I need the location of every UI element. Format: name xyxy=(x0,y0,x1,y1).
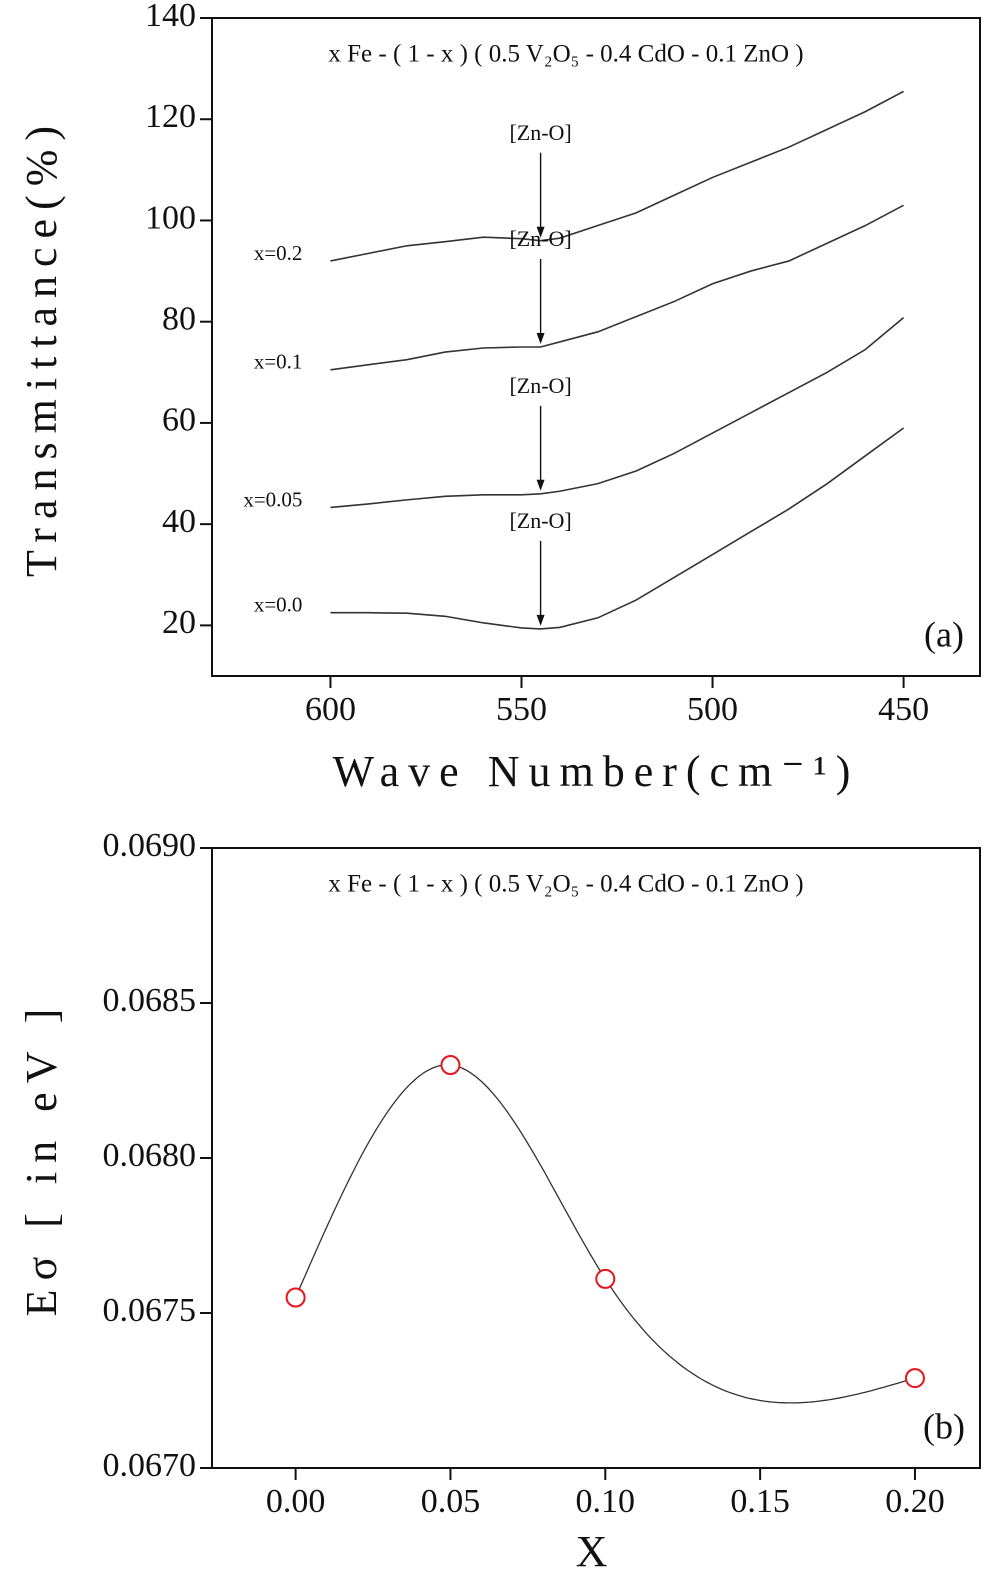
x-tick-label: 0.10 xyxy=(576,1483,636,1520)
plot-frame xyxy=(211,17,981,677)
x-tick-label: 550 xyxy=(496,691,547,728)
y-tick-label: 120 xyxy=(145,98,196,135)
y-tick-label: 40 xyxy=(162,503,196,540)
y-tick-label: 20 xyxy=(162,604,196,641)
y-tick-label: 0.0685 xyxy=(103,982,197,1019)
y-tick-label: 60 xyxy=(162,402,196,439)
x-axis-label: X xyxy=(576,1527,617,1574)
data-point xyxy=(595,1268,616,1289)
arrow-head xyxy=(536,479,545,491)
x-tick-label: 450 xyxy=(878,691,929,728)
series-line xyxy=(330,317,905,509)
annotation: [Zn-O] xyxy=(509,120,571,145)
series-label: x=0.1 xyxy=(254,350,303,374)
plot-frame xyxy=(211,847,981,1469)
y-tick-label: 0.0690 xyxy=(103,827,197,864)
panel: 0.0670 0.0675 0.0680 0.0685 0.0690 0.00 0.05 0.… xyxy=(17,827,981,1574)
series-line xyxy=(330,204,904,371)
panel: 20 40 60 80 100 120 140 600 550 500 450 x Fe - ( 1 … xyxy=(17,0,981,796)
panel-label: (b) xyxy=(923,1406,965,1446)
x-tick-label: 0.05 xyxy=(421,1483,481,1520)
series-label: x=0.0 xyxy=(254,593,303,617)
arrow-head xyxy=(536,333,545,344)
y-tick-label: 100 xyxy=(145,199,196,236)
arrow-head xyxy=(536,226,545,238)
y-tick-label: 0.0680 xyxy=(103,1137,197,1174)
panel-label: (a) xyxy=(924,614,964,654)
y-tick-label: 0.0670 xyxy=(103,1447,197,1484)
y-tick-label: 140 xyxy=(145,0,196,34)
data-point xyxy=(904,1368,925,1389)
x-tick-label: 0.00 xyxy=(266,1483,326,1520)
series-label: x=0.05 xyxy=(243,487,302,511)
x-tick-label: 500 xyxy=(687,691,738,728)
series-line xyxy=(330,90,904,262)
chart-title: x Fe - ( 1 - x ) ( 0.5 V₂O₅ - 0.4 CdO - … xyxy=(328,41,803,68)
x-tick-label: 600 xyxy=(305,691,356,728)
x-axis-label: Wave Number(cm⁻¹) xyxy=(333,747,860,796)
x-tick-label: 0.15 xyxy=(730,1483,790,1520)
annotation: [Zn-O] xyxy=(509,373,571,398)
arrow-head xyxy=(536,614,545,626)
data-point xyxy=(285,1287,306,1308)
fit-curve xyxy=(295,1064,916,1404)
y-axis-label: Eσ [ in eV ] xyxy=(17,1000,66,1317)
data-point xyxy=(440,1055,461,1075)
series-line xyxy=(330,427,905,630)
annotation: [Zn-O] xyxy=(509,508,571,533)
y-axis-label: Transmittance(%) xyxy=(17,117,66,577)
series-label: x=0.2 xyxy=(254,241,303,265)
annotation: [Zn-O] xyxy=(509,226,571,251)
x-tick-label: 0.20 xyxy=(885,1483,945,1520)
y-tick-label: 80 xyxy=(162,300,196,337)
chart-title: x Fe - ( 1 - x ) ( 0.5 V₂O₅ - 0.4 CdO - … xyxy=(328,871,803,898)
y-tick-label: 0.0675 xyxy=(103,1292,197,1329)
